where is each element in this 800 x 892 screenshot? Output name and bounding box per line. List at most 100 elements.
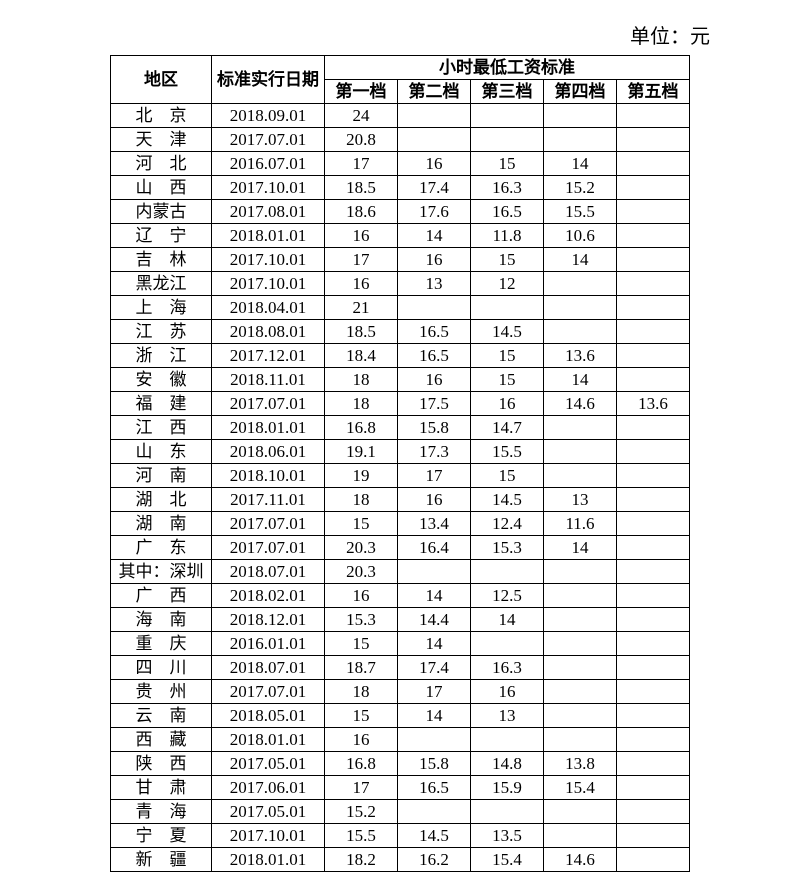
- cell-region: 江 西: [111, 416, 212, 440]
- cell-tier2: 16.5: [398, 320, 471, 344]
- cell-tier3: [471, 296, 544, 320]
- cell-region: 青 海: [111, 800, 212, 824]
- cell-tier3: 14.5: [471, 320, 544, 344]
- cell-tier1: 16: [325, 728, 398, 752]
- cell-tier4: 14: [544, 248, 617, 272]
- cell-tier4: [544, 800, 617, 824]
- cell-tier3: 12.5: [471, 584, 544, 608]
- cell-tier3: 15.4: [471, 848, 544, 872]
- cell-tier3: 15: [471, 344, 544, 368]
- cell-date: 2018.07.01: [212, 656, 325, 680]
- cell-tier5: [617, 296, 690, 320]
- cell-date: 2018.01.01: [212, 728, 325, 752]
- cell-tier2: [398, 800, 471, 824]
- cell-tier3: 14.7: [471, 416, 544, 440]
- table-row: 安 徽2018.11.0118161514: [111, 368, 690, 392]
- cell-tier4: [544, 320, 617, 344]
- cell-tier4: [544, 464, 617, 488]
- cell-date: 2018.06.01: [212, 440, 325, 464]
- table-row: 新 疆2018.01.0118.216.215.414.6: [111, 848, 690, 872]
- cell-date: 2017.10.01: [212, 272, 325, 296]
- cell-tier5: [617, 272, 690, 296]
- cell-tier4: 15.2: [544, 176, 617, 200]
- cell-tier3: 12: [471, 272, 544, 296]
- cell-tier5: [617, 152, 690, 176]
- table-body: 北 京2018.09.0124天 津2017.07.0120.8河 北2016.…: [111, 104, 690, 872]
- cell-date: 2018.02.01: [212, 584, 325, 608]
- cell-tier1: 16: [325, 272, 398, 296]
- cell-tier3: 16.3: [471, 176, 544, 200]
- cell-region: 吉 林: [111, 248, 212, 272]
- table-row: 湖 北2017.11.01181614.513: [111, 488, 690, 512]
- cell-tier2: 14: [398, 704, 471, 728]
- header-tier4: 第四档: [544, 80, 617, 104]
- cell-date: 2017.07.01: [212, 392, 325, 416]
- cell-date: 2018.11.01: [212, 368, 325, 392]
- cell-region: 陕 西: [111, 752, 212, 776]
- cell-tier2: 17.4: [398, 176, 471, 200]
- header-tier5: 第五档: [617, 80, 690, 104]
- cell-tier1: 18: [325, 680, 398, 704]
- cell-tier1: 16.8: [325, 752, 398, 776]
- cell-tier3: 15.5: [471, 440, 544, 464]
- table-row: 河 南2018.10.01191715: [111, 464, 690, 488]
- cell-date: 2018.05.01: [212, 704, 325, 728]
- cell-tier2: 16.4: [398, 536, 471, 560]
- cell-region: 四 川: [111, 656, 212, 680]
- table-row: 甘 肃2017.06.011716.515.915.4: [111, 776, 690, 800]
- cell-region: 海 南: [111, 608, 212, 632]
- cell-tier3: 15: [471, 248, 544, 272]
- cell-tier5: [617, 632, 690, 656]
- cell-tier2: 16: [398, 152, 471, 176]
- cell-tier1: 17: [325, 248, 398, 272]
- cell-tier1: 20.3: [325, 536, 398, 560]
- unit-label: 单位：元: [20, 20, 780, 49]
- cell-tier1: 15: [325, 704, 398, 728]
- cell-tier3: 13: [471, 704, 544, 728]
- cell-tier1: 18.4: [325, 344, 398, 368]
- cell-date: 2017.07.01: [212, 128, 325, 152]
- cell-tier5: [617, 416, 690, 440]
- cell-tier1: 17: [325, 152, 398, 176]
- cell-region: 山 西: [111, 176, 212, 200]
- cell-tier3: 15.3: [471, 536, 544, 560]
- table-row: 江 西2018.01.0116.815.814.7: [111, 416, 690, 440]
- cell-tier3: [471, 128, 544, 152]
- cell-tier5: [617, 752, 690, 776]
- cell-tier4: [544, 440, 617, 464]
- cell-date: 2016.07.01: [212, 152, 325, 176]
- cell-region: 广 西: [111, 584, 212, 608]
- cell-tier1: 15.3: [325, 608, 398, 632]
- table-row: 天 津2017.07.0120.8: [111, 128, 690, 152]
- cell-tier4: [544, 656, 617, 680]
- cell-tier5: 13.6: [617, 392, 690, 416]
- table-row: 湖 南2017.07.011513.412.411.6: [111, 512, 690, 536]
- table-row: 福 建2017.07.011817.51614.613.6: [111, 392, 690, 416]
- table-row: 广 东2017.07.0120.316.415.314: [111, 536, 690, 560]
- cell-date: 2017.07.01: [212, 680, 325, 704]
- cell-region: 安 徽: [111, 368, 212, 392]
- cell-region: 北 京: [111, 104, 212, 128]
- cell-tier4: [544, 584, 617, 608]
- cell-tier5: [617, 560, 690, 584]
- cell-region: 宁 夏: [111, 824, 212, 848]
- table-row: 山 西2017.10.0118.517.416.315.2: [111, 176, 690, 200]
- wage-table: 地区 标准实行日期 小时最低工资标准 第一档 第二档 第三档 第四档 第五档 北…: [110, 55, 690, 872]
- cell-date: 2017.11.01: [212, 488, 325, 512]
- cell-tier1: 18: [325, 368, 398, 392]
- header-tier3: 第三档: [471, 80, 544, 104]
- cell-tier1: 20.8: [325, 128, 398, 152]
- cell-tier5: [617, 368, 690, 392]
- cell-date: 2018.09.01: [212, 104, 325, 128]
- cell-tier1: 17: [325, 776, 398, 800]
- cell-tier4: [544, 728, 617, 752]
- cell-tier5: [617, 176, 690, 200]
- table-row: 内蒙古2017.08.0118.617.616.515.5: [111, 200, 690, 224]
- table-row: 西 藏2018.01.0116: [111, 728, 690, 752]
- cell-tier2: 14: [398, 584, 471, 608]
- table-row: 陕 西2017.05.0116.815.814.813.8: [111, 752, 690, 776]
- cell-region: 河 北: [111, 152, 212, 176]
- cell-tier5: [617, 848, 690, 872]
- cell-tier5: [617, 200, 690, 224]
- cell-region: 河 南: [111, 464, 212, 488]
